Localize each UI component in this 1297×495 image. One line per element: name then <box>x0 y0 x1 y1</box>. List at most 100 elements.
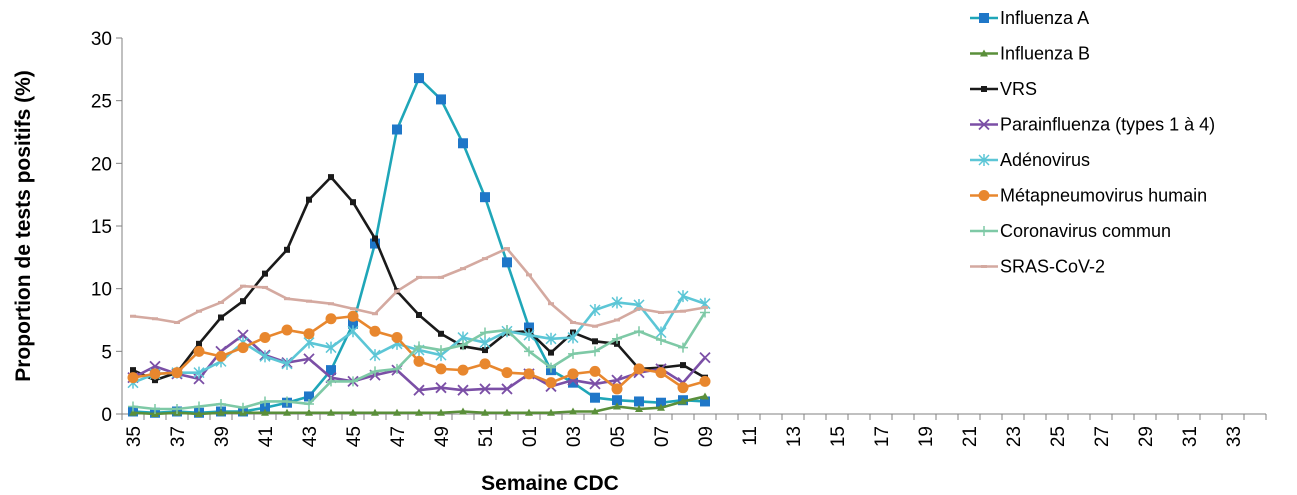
data-point <box>327 408 335 416</box>
data-point <box>460 267 466 271</box>
data-point <box>680 309 686 313</box>
data-point <box>305 408 313 416</box>
data-point <box>415 408 423 416</box>
data-point <box>545 377 557 389</box>
data-point <box>193 345 205 357</box>
data-point <box>657 403 665 411</box>
x-tick-label: 41 <box>256 426 277 447</box>
data-point <box>392 363 402 374</box>
data-point <box>436 94 446 105</box>
data-point <box>655 367 667 379</box>
x-tick-label: 15 <box>828 426 849 447</box>
data-point <box>393 408 401 416</box>
x-tick-label: 07 <box>652 426 673 447</box>
data-point <box>437 408 445 416</box>
data-point <box>262 270 268 277</box>
data-point <box>978 190 990 201</box>
data-point <box>218 314 224 321</box>
data-point <box>680 362 686 369</box>
data-point <box>281 324 293 336</box>
data-point <box>548 349 554 356</box>
data-point <box>283 408 291 416</box>
data-point <box>326 376 336 387</box>
data-point <box>303 353 315 365</box>
data-point <box>700 396 710 407</box>
data-point <box>482 257 488 261</box>
data-point <box>981 265 987 268</box>
data-point <box>503 408 511 416</box>
data-point <box>611 374 623 386</box>
data-point <box>458 340 468 351</box>
data-point <box>347 325 359 338</box>
data-point <box>194 401 204 412</box>
x-tick-label: 27 <box>1092 426 1113 447</box>
data-point <box>633 363 645 375</box>
data-point <box>370 366 380 377</box>
data-point <box>282 396 292 407</box>
series-layer <box>127 73 711 418</box>
series-1 <box>129 392 709 417</box>
data-point <box>306 299 312 303</box>
x-tick-label: 37 <box>168 426 189 447</box>
data-point <box>325 341 337 354</box>
data-point <box>150 403 160 414</box>
legend-label: Influenza A <box>1000 8 1089 28</box>
data-point <box>523 329 535 342</box>
data-point <box>261 408 269 416</box>
data-point <box>658 310 664 314</box>
data-point <box>328 174 334 181</box>
data-point <box>700 307 710 318</box>
data-point <box>435 363 447 375</box>
data-point <box>259 350 271 363</box>
data-point <box>591 407 599 415</box>
data-point <box>259 332 271 344</box>
data-point <box>981 86 987 92</box>
data-point <box>547 408 555 416</box>
data-point <box>656 335 666 346</box>
data-point <box>569 407 577 415</box>
data-point <box>699 375 711 387</box>
x-tick-label: 19 <box>916 426 937 447</box>
data-point <box>328 302 334 306</box>
data-point <box>349 408 357 416</box>
data-point <box>304 398 314 409</box>
data-point <box>306 196 312 203</box>
x-tick-label: 49 <box>432 426 453 447</box>
legend-label: Parainfluenza (types 1 à 4) <box>1000 115 1215 135</box>
data-point <box>979 13 989 23</box>
y-tick-label: 10 <box>91 280 112 301</box>
data-point <box>372 312 378 316</box>
data-point <box>416 311 422 318</box>
y-tick-label: 15 <box>91 217 112 238</box>
data-point <box>128 401 138 412</box>
data-point <box>482 347 488 354</box>
data-point <box>238 402 248 413</box>
data-point <box>502 325 512 336</box>
x-axis-title: Semaine CDC <box>481 472 619 495</box>
data-point <box>479 336 491 349</box>
data-point <box>701 392 709 400</box>
data-point <box>699 351 711 364</box>
data-point <box>260 396 270 407</box>
data-point <box>240 284 246 288</box>
data-point <box>978 154 990 166</box>
data-point <box>281 357 293 370</box>
data-point <box>240 298 246 305</box>
x-tick-label: 11 <box>740 426 761 446</box>
data-point <box>215 350 227 362</box>
data-point <box>369 349 381 362</box>
legend-label: SRAS-CoV-2 <box>1000 257 1105 277</box>
data-point <box>130 367 136 374</box>
data-point <box>347 310 359 322</box>
data-point <box>479 383 491 395</box>
data-point <box>438 330 444 337</box>
data-point <box>413 355 425 367</box>
data-point <box>481 408 489 416</box>
data-point <box>479 358 491 370</box>
y-tick-label: 25 <box>91 92 112 113</box>
data-point <box>635 404 643 412</box>
data-point <box>394 289 400 293</box>
data-point <box>391 332 403 344</box>
